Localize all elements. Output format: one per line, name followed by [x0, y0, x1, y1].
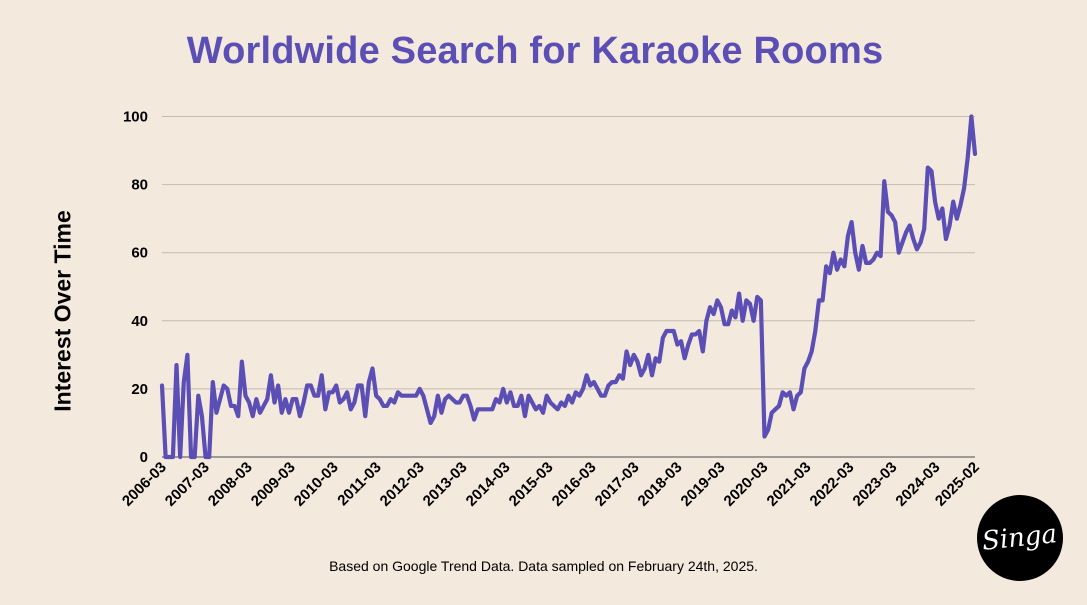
logo-text: Singa — [981, 519, 1059, 557]
x-tick-label: 2017-03 — [592, 459, 643, 510]
x-tick-label: 2023-03 — [849, 459, 900, 510]
x-tick-label: 2015-03 — [506, 459, 557, 510]
y-tick-label-0: 0 — [140, 449, 148, 466]
y-tick-label-20: 20 — [131, 381, 148, 398]
x-tick-label: 2025-02 — [932, 459, 983, 510]
x-tick-label: 2021-03 — [764, 459, 815, 510]
gridlines — [162, 116, 975, 458]
x-tick-label: 2013-03 — [420, 459, 471, 510]
x-tick-label: 2014-03 — [463, 459, 514, 510]
x-tick-label: 2022-03 — [807, 459, 858, 510]
series-line-0 — [159, 114, 978, 460]
x-tick-label: 2011-03 — [334, 459, 384, 509]
singa-logo[interactable]: Singa — [977, 495, 1063, 581]
x-tick-label: 2016-03 — [549, 459, 600, 510]
chart-title: Worldwide Search for Karaoke Rooms — [186, 30, 884, 72]
y-tick-label-40: 40 — [131, 313, 148, 330]
footnote: Based on Google Trend Data. Data sampled… — [329, 558, 758, 574]
x-tick-label: 2012-03 — [377, 459, 428, 510]
x-tick-label: 2009-03 — [248, 459, 299, 510]
y-tick-label-60: 60 — [131, 245, 148, 262]
x-tick-label: 2018-03 — [635, 459, 686, 510]
x-tick-label: 2006-03 — [119, 459, 170, 510]
x-tick-label: 2019-03 — [678, 459, 729, 510]
x-tick-labels: 2006-032007-032008-032009-032010-032011-… — [119, 459, 983, 510]
x-tick-label: 2008-03 — [205, 459, 256, 510]
x-tick-label: 2007-03 — [162, 459, 213, 510]
y-tick-label-80: 80 — [131, 177, 148, 194]
series-group — [159, 114, 978, 460]
y-tick-labels: 0 20 40 60 80 100 — [123, 109, 148, 467]
y-tick-label-100: 100 — [123, 109, 148, 126]
x-tick-label: 2010-03 — [291, 459, 342, 510]
x-tick-label: 2020-03 — [721, 459, 772, 510]
